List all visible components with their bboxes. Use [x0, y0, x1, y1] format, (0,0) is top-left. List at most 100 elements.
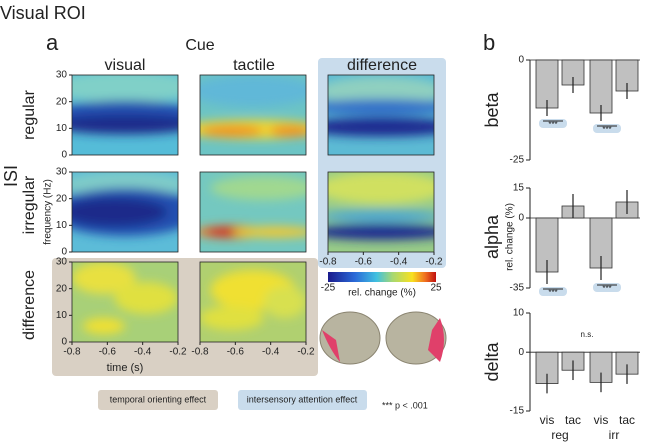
legend-label: temporal orienting effect [110, 394, 207, 404]
heatmap-frame [199, 171, 307, 253]
x-tick-label: -0.8 [63, 347, 81, 358]
heatmap [72, 172, 178, 252]
y-tick-label: 10 [56, 310, 68, 321]
heatmap-blob [328, 99, 434, 115]
x-tick-label: -0.6 [99, 347, 117, 358]
x-tick-label: -0.2 [297, 347, 315, 358]
heatmap-blobs [200, 270, 306, 330]
heatmap-blob [231, 226, 306, 238]
heatmap-blob [328, 209, 434, 223]
row-label: difference [21, 270, 38, 340]
figure-title: Visual ROI [0, 3, 86, 23]
heatmap-blobs [72, 262, 178, 334]
heatmap [200, 75, 306, 155]
heatmap-frame [71, 261, 179, 343]
y-tick-label: 10 [513, 308, 525, 319]
row-label: delta [482, 342, 502, 382]
heatmap-blobs [72, 75, 178, 135]
x-tick-label: -0.6 [227, 347, 245, 358]
colorbar [328, 272, 436, 282]
x-tick-label: -0.8 [319, 257, 337, 268]
y-tick-label: 20 [56, 193, 68, 204]
heatmap-blob [328, 172, 434, 204]
heatmap [328, 172, 434, 252]
heatmap-blobs [328, 172, 434, 240]
column-label: tactile [233, 57, 275, 74]
heatmap-blob [72, 75, 178, 103]
panel-label: b [483, 30, 495, 55]
legend-box [98, 390, 218, 410]
annotation: *** [602, 125, 611, 134]
heatmap-blob [82, 318, 126, 334]
colorbar-tick-label: 25 [430, 283, 442, 294]
heatmap [200, 262, 306, 342]
y-tick-label: 0 [61, 337, 67, 348]
group-label: irr [609, 428, 620, 442]
panel-label: a [46, 30, 59, 55]
cue-label: Cue [185, 37, 214, 54]
heatmap-blob [72, 197, 168, 227]
x-tick-label: -0.2 [169, 347, 187, 358]
y-tick-label: 0 [518, 55, 524, 66]
x-tick-label: -0.4 [262, 347, 280, 358]
y-axis-label: rel. change (%) [505, 203, 516, 271]
column-label: difference [347, 57, 417, 74]
y-tick-label: 0 [61, 247, 67, 258]
y-tick-label: -35 [510, 283, 525, 294]
row-label: regular [21, 89, 38, 139]
y-tick-label: 0 [518, 213, 524, 224]
heatmap-blobs [328, 76, 434, 137]
x-axis-label: time (s) [107, 362, 144, 374]
group-label: reg [551, 428, 568, 442]
heatmap-frame [327, 171, 435, 253]
heatmap-frame [199, 74, 307, 156]
colorbar-label: rel. change (%) [348, 288, 416, 299]
heatmap-blob [268, 125, 306, 137]
heatmap-blob [263, 286, 306, 318]
heatmap-frame [327, 74, 435, 156]
heatmap-blobs [72, 172, 178, 236]
y-tick-label: 0 [518, 347, 524, 358]
y-axis-label: frequency (Hz) [43, 179, 54, 245]
isi-label: ISI [1, 165, 21, 187]
heatmap-blob [72, 262, 136, 294]
y-tick-label: 0 [61, 150, 67, 161]
x-tick-label: vis [594, 413, 609, 427]
heatmap-frame [71, 74, 179, 156]
annotation: *** [602, 284, 611, 293]
y-tick-label: 30 [56, 70, 68, 81]
legend-label: intersensory attention effect [247, 394, 358, 404]
heatmap-frame [199, 261, 307, 343]
heatmap-blob [328, 224, 434, 240]
x-tick-label: -0.4 [134, 347, 152, 358]
heatmap [72, 75, 178, 155]
heatmap-blob [200, 125, 264, 137]
heatmap-blob [72, 115, 178, 135]
heatmap [328, 75, 434, 155]
heatmap [72, 262, 178, 342]
heatmap [200, 172, 306, 252]
x-tick-label: -0.4 [390, 257, 408, 268]
x-tick-label: -0.8 [191, 347, 209, 358]
x-tick-label: -0.6 [355, 257, 373, 268]
heatmap-blob [210, 176, 306, 200]
column-label: visual [105, 57, 146, 74]
x-tick-label: tac [565, 413, 581, 427]
row-label: alpha [482, 214, 502, 259]
y-tick-label: 20 [56, 96, 68, 107]
x-tick-label: -0.2 [425, 257, 443, 268]
heatmap-frame [71, 171, 179, 253]
row-label: beta [482, 92, 502, 128]
y-tick-label: 10 [56, 123, 68, 134]
y-tick-label: 30 [56, 257, 68, 268]
heatmap-blobs [200, 75, 306, 139]
heatmap-blob [328, 117, 434, 137]
x-tick-label: vis [540, 413, 555, 427]
x-tick-label: tac [619, 413, 635, 427]
heatmap-blob [114, 282, 178, 314]
y-tick-label: 10 [56, 220, 68, 231]
y-tick-label: 20 [56, 283, 68, 294]
legend-box [238, 390, 367, 410]
significance-note: *** p < .001 [382, 400, 428, 410]
